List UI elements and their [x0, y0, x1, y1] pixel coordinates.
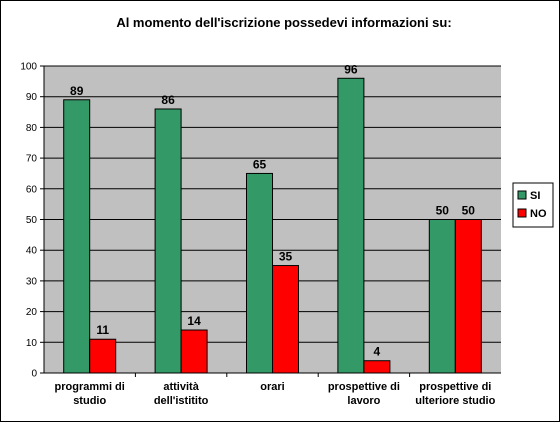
category-label: prospettive di — [419, 381, 491, 393]
data-label: 86 — [161, 93, 175, 107]
chart-title: Al momento dell'iscrizione possedevi inf… — [116, 15, 451, 30]
data-label: 35 — [279, 250, 293, 264]
plot-area: 0 10 20 30 40 50 60 70 80 90 100 89 11 programmi di st… — [20, 62, 501, 407]
category-label: prospettive di — [328, 381, 400, 393]
bar-no — [363, 360, 391, 374]
y-tick-label: 20 — [26, 307, 38, 318]
y-tick-label: 10 — [26, 338, 38, 349]
category-label: dell'istitito — [154, 395, 209, 407]
legend-box — [512, 182, 554, 228]
bar-si — [63, 99, 91, 374]
data-label: 50 — [436, 204, 450, 218]
data-label: 65 — [253, 157, 267, 171]
bar-no — [454, 219, 482, 374]
y-tick-label: 30 — [26, 276, 38, 287]
data-label: 11 — [96, 323, 109, 337]
y-tick-label: 40 — [26, 246, 38, 257]
data-label: 14 — [187, 314, 201, 328]
category-label: lavoro — [347, 395, 380, 407]
data-label: 4 — [374, 345, 381, 359]
legend-label-no: NO — [530, 208, 547, 220]
legend-swatch-si — [517, 190, 527, 200]
category-label: studio — [73, 395, 106, 407]
data-label: 89 — [70, 84, 84, 98]
category-label: attività — [163, 381, 199, 393]
bar-no — [89, 338, 117, 374]
bar-no — [180, 329, 208, 374]
y-tick-label: 0 — [31, 369, 37, 380]
legend: SI NO — [512, 182, 554, 228]
legend-swatch-no — [517, 208, 527, 218]
y-tick-label: 80 — [26, 123, 38, 134]
y-tick-label: 90 — [26, 92, 38, 103]
data-label: 50 — [462, 204, 476, 218]
legend-label-si: SI — [530, 190, 540, 202]
bar-no — [272, 265, 299, 374]
bar-si — [246, 172, 273, 374]
category-label: programmi di — [55, 381, 125, 393]
y-tick-label: 60 — [26, 184, 38, 195]
category-label: ulteriore studio — [415, 395, 495, 407]
y-tick-label: 70 — [26, 154, 38, 165]
y-tick-label: 100 — [20, 62, 37, 73]
bar-si — [337, 77, 365, 374]
data-label: 96 — [344, 62, 358, 76]
bar-si — [428, 219, 456, 374]
category-label: orari — [260, 381, 284, 393]
bar-si — [154, 108, 182, 374]
y-tick-label: 50 — [26, 215, 38, 226]
